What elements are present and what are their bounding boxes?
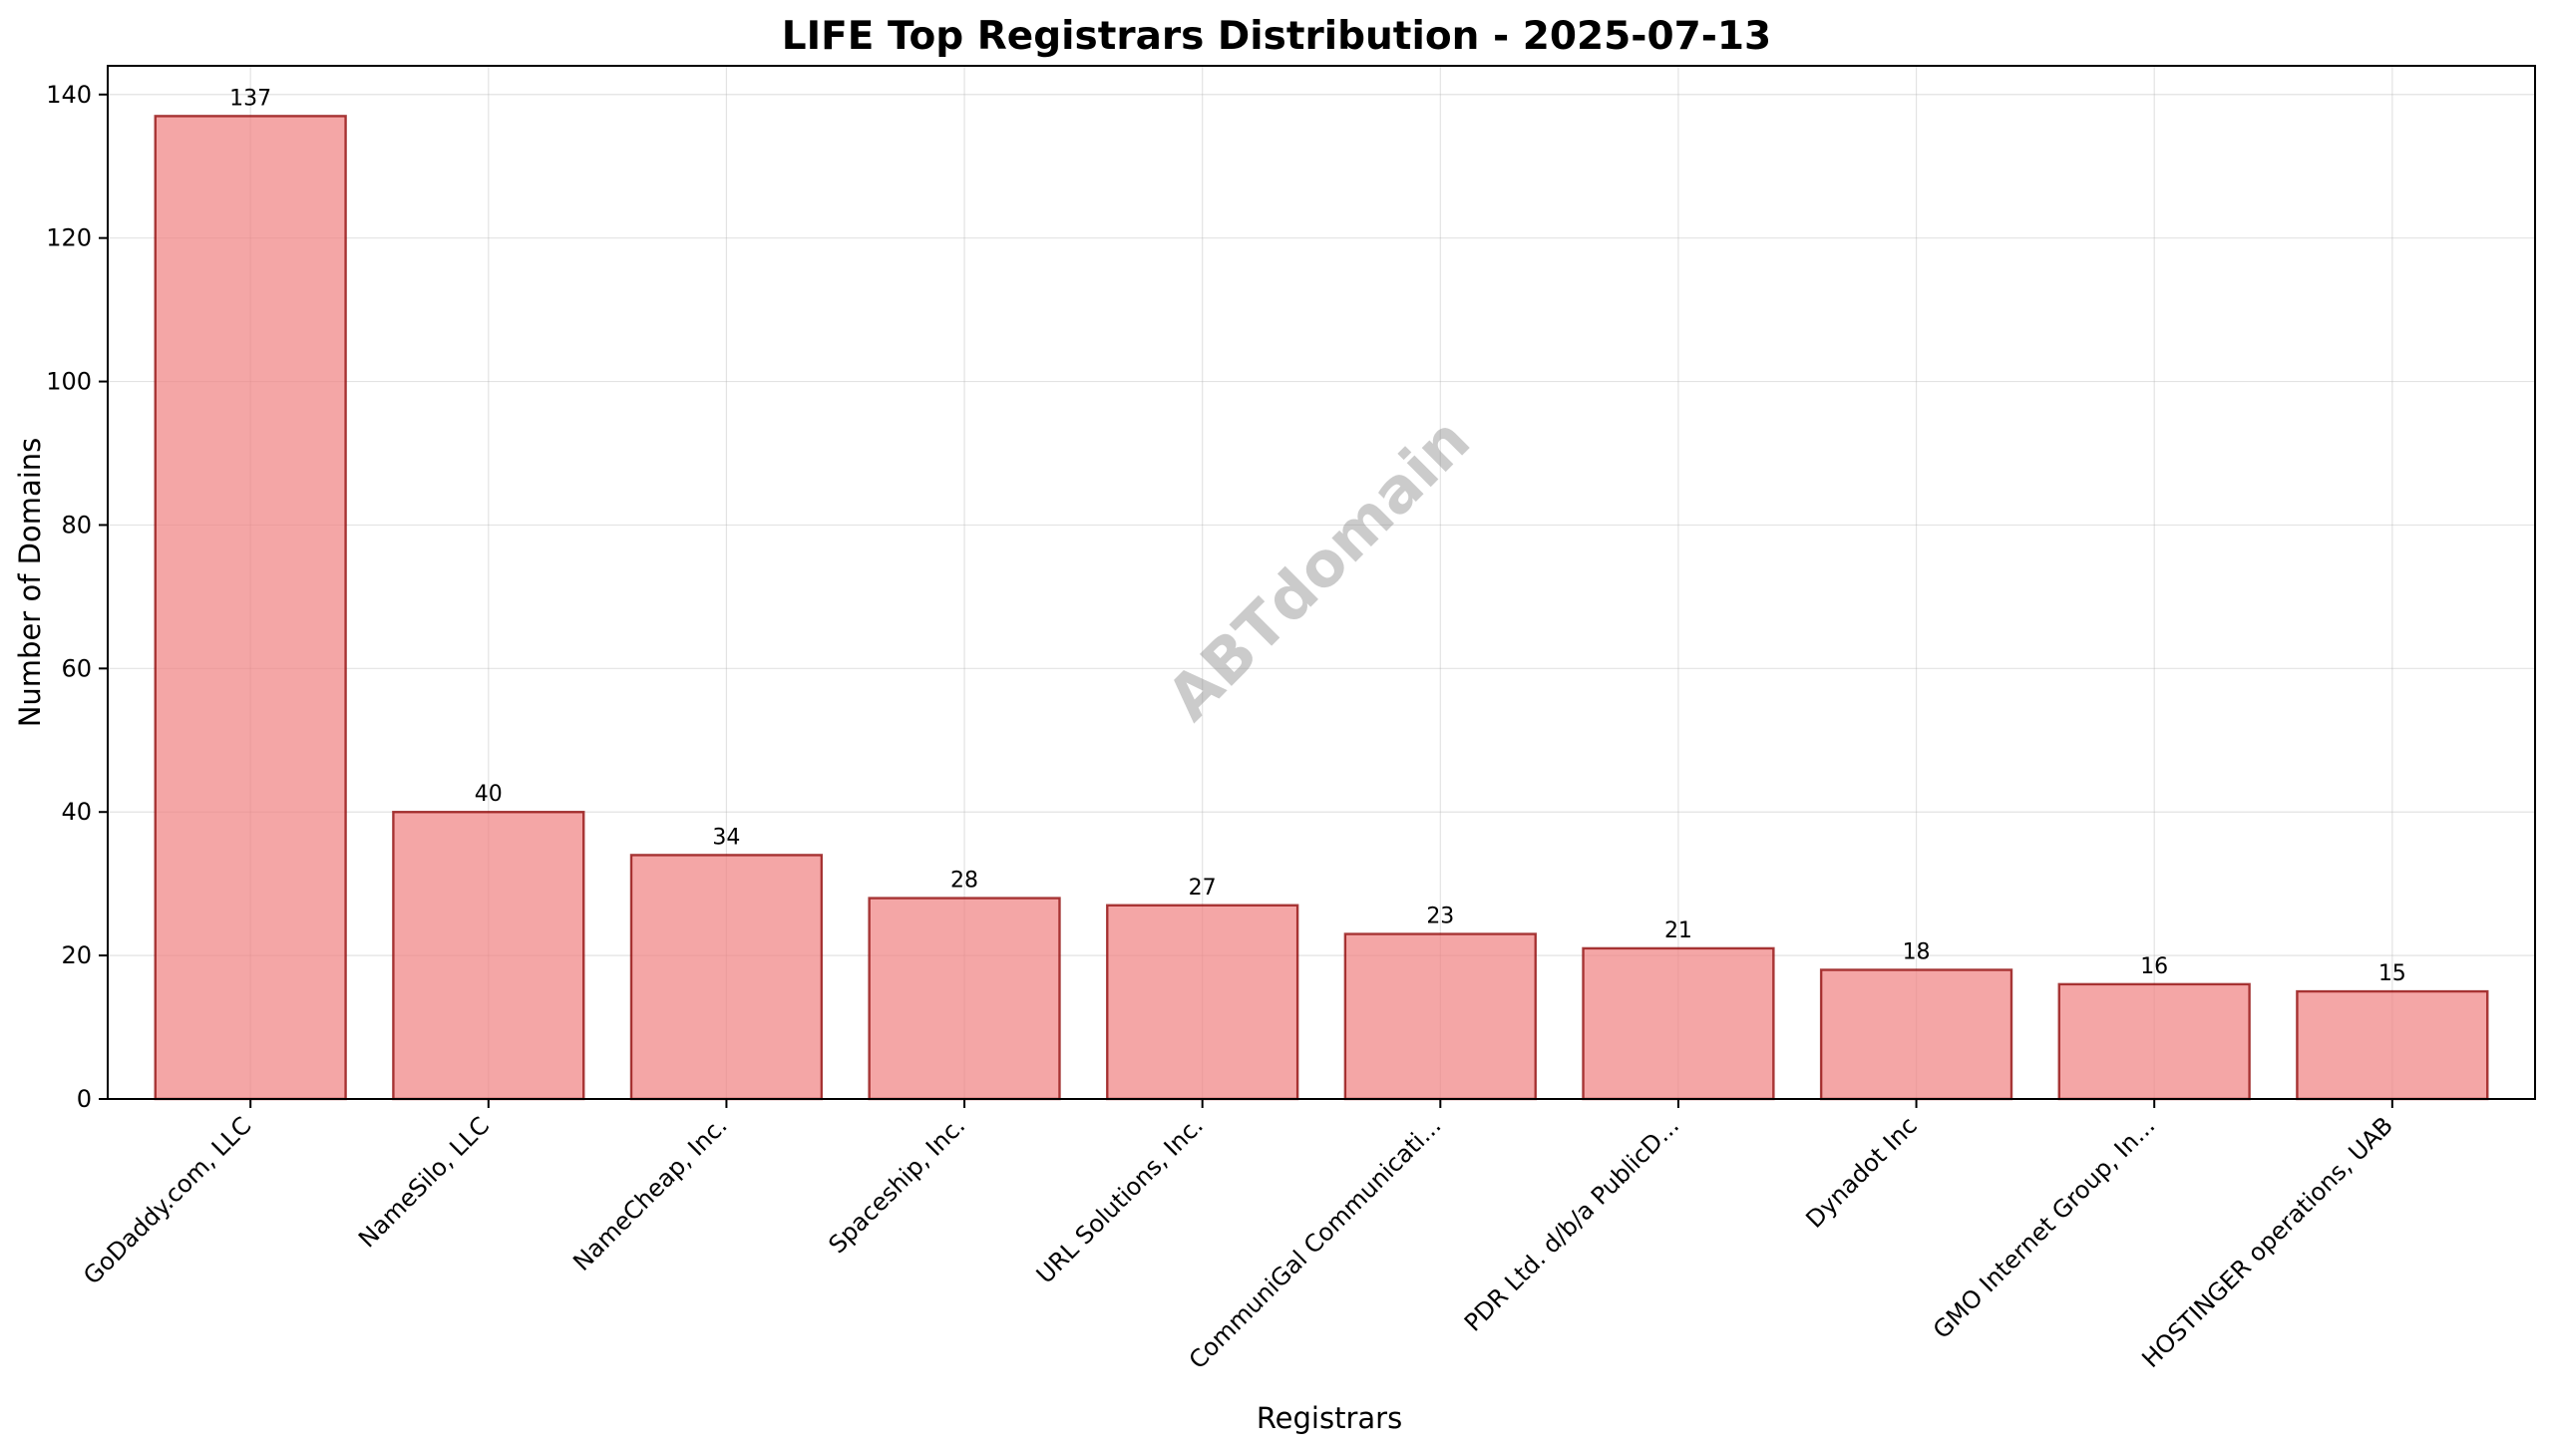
y-tick-label: 0: [77, 1085, 92, 1113]
bar-value-label: 137: [229, 86, 271, 111]
bar-value-label: 15: [2378, 961, 2406, 986]
bar-value-label: 21: [1664, 918, 1692, 943]
bar: [1106, 904, 1299, 1101]
bar-value-label: 16: [2140, 954, 2168, 979]
y-axis-ticks: 0 20 40 60 80 100 120 140: [46, 81, 108, 1113]
y-tick-label: 120: [46, 224, 92, 252]
y-tick-label: 60: [61, 654, 92, 682]
bar: [868, 897, 1061, 1101]
x-axis-title: Registrars: [1257, 1401, 1402, 1435]
bars-layer: [154, 115, 2489, 1101]
bar-value-label: 27: [1189, 876, 1217, 901]
y-axis-title: Number of Domains: [13, 438, 47, 728]
bar: [1343, 932, 1537, 1101]
bar-value-label: 28: [950, 869, 978, 894]
bar-value-labels: 137 40 34 28 27 23 21 18 16 15: [229, 86, 2406, 986]
bar-value-label: 18: [1903, 940, 1931, 965]
bar-value-label: 34: [712, 825, 740, 850]
bar: [1582, 946, 1775, 1101]
y-tick-label: 40: [61, 798, 92, 826]
y-tick-label: 100: [46, 368, 92, 396]
bar-value-label: 40: [475, 782, 503, 807]
bar: [629, 854, 824, 1101]
plot-frame: [107, 65, 2536, 1100]
bar: [1819, 968, 2013, 1101]
bar: [154, 115, 347, 1101]
y-tick-label: 80: [61, 511, 92, 539]
bar: [2296, 989, 2489, 1101]
y-tick-label: 20: [61, 941, 92, 969]
y-tick-label: 140: [46, 81, 92, 109]
bar: [2057, 982, 2251, 1101]
bar: [392, 811, 585, 1101]
chart-title: LIFE Top Registrars Distribution - 2025-…: [782, 14, 1771, 59]
bar-value-label: 23: [1426, 905, 1454, 929]
